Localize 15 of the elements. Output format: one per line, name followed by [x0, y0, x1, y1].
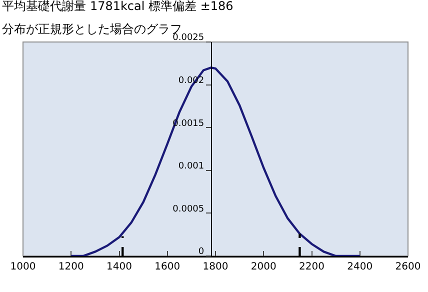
x-tick-label: 2000: [250, 262, 276, 272]
chart-title: 平均基礎代謝量 1781kcal 標準偏差 ±186: [2, 0, 234, 13]
x-tick-label: 2400: [347, 262, 373, 272]
y-tick-label: 0: [198, 247, 204, 258]
y-tick-label: 0.001: [178, 162, 204, 172]
x-tick-label: 1400: [106, 262, 132, 272]
x-tick-label: 2200: [299, 262, 324, 272]
chart-subtitle: 分布が正規形とした場合のグラフ: [2, 22, 182, 36]
x-tick-label: 1800: [202, 262, 228, 272]
y-tick-label: 0.0005: [172, 204, 204, 214]
x-tick-label: 2600: [395, 262, 421, 272]
x-tick-label: 1000: [10, 262, 36, 272]
x-tick-label: 1600: [154, 262, 180, 272]
y-tick-label: 0.0025: [172, 33, 204, 44]
x-tick-label: 1200: [58, 262, 84, 272]
